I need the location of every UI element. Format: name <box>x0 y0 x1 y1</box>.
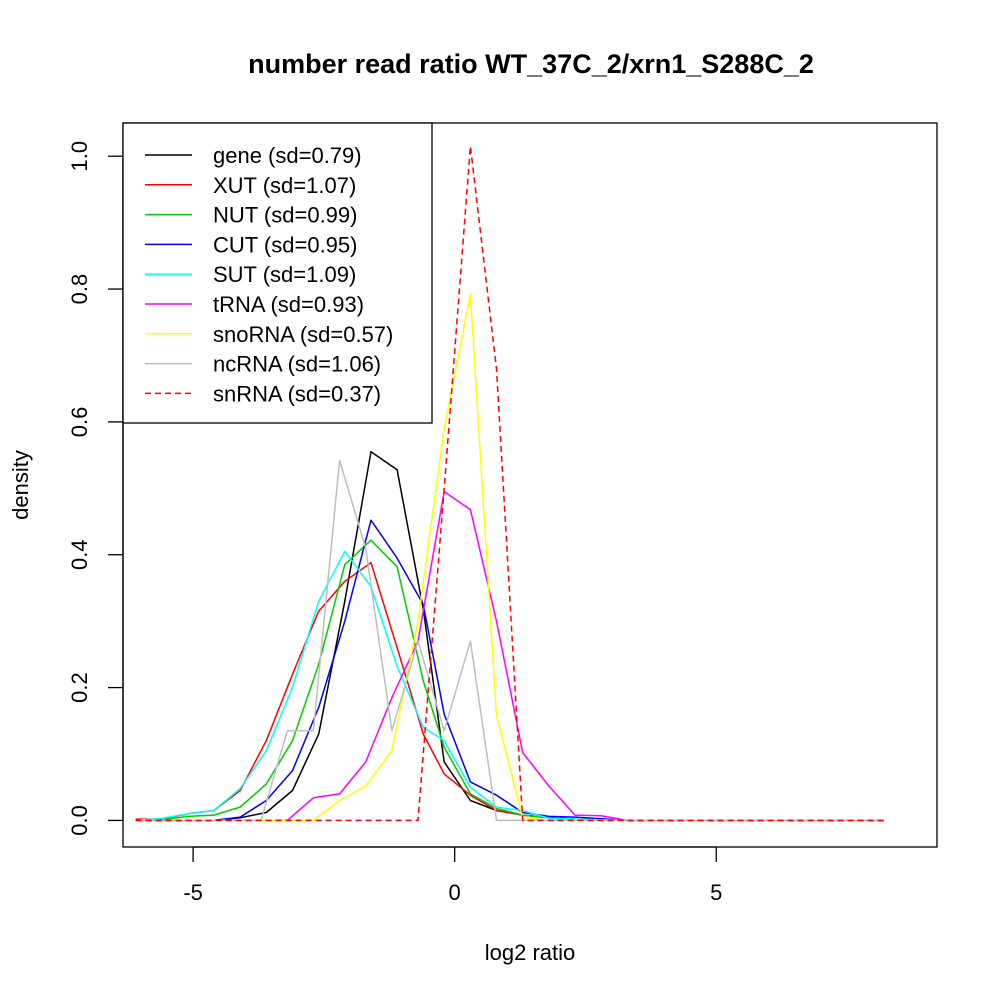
series-line-6 <box>135 293 884 822</box>
legend-label: XUT (sd=1.07) <box>213 173 356 198</box>
legend-label: tRNA (sd=0.93) <box>213 292 364 317</box>
legend-label: NUT (sd=0.99) <box>213 203 357 228</box>
y-axis-label: density <box>8 450 33 520</box>
y-tick-label: 1.0 <box>67 141 92 172</box>
legend-label: snoRNA (sd=0.57) <box>213 322 393 347</box>
x-axis-label: log2 ratio <box>485 940 576 965</box>
series-layer <box>135 145 884 822</box>
series-line-4 <box>135 550 884 822</box>
y-tick-label: 0.0 <box>67 805 92 836</box>
x-tick-label: 0 <box>449 880 461 905</box>
legend-box <box>122 122 433 424</box>
legend-label: ncRNA (sd=1.06) <box>213 352 381 377</box>
y-tick-label: 0.8 <box>67 274 92 305</box>
x-tick-label: 5 <box>710 880 722 905</box>
y-tick-label: 0.2 <box>67 672 92 703</box>
legend-label: gene (sd=0.79) <box>213 143 362 168</box>
series-line-8 <box>135 145 884 822</box>
y-tick-label: 0.6 <box>67 407 92 438</box>
legend-label: CUT (sd=0.95) <box>213 232 357 257</box>
y-tick-label: 0.4 <box>67 539 92 570</box>
series-line-5 <box>135 490 884 822</box>
series-line-7 <box>135 459 884 822</box>
legend-label: snRNA (sd=0.37) <box>213 381 381 406</box>
legend-label: SUT (sd=1.09) <box>213 262 356 287</box>
x-tick-label: -5 <box>183 880 203 905</box>
legend: gene (sd=0.79) XUT (sd=1.07) NUT (sd=0.99)… <box>122 122 433 424</box>
chart-title: number read ratio WT_37C_2/xrn1_S288C_2 <box>248 49 814 79</box>
axes-layer: -5 0 5 0.0 0.2 0.4 0.6 0.8 1.0 <box>67 122 938 905</box>
